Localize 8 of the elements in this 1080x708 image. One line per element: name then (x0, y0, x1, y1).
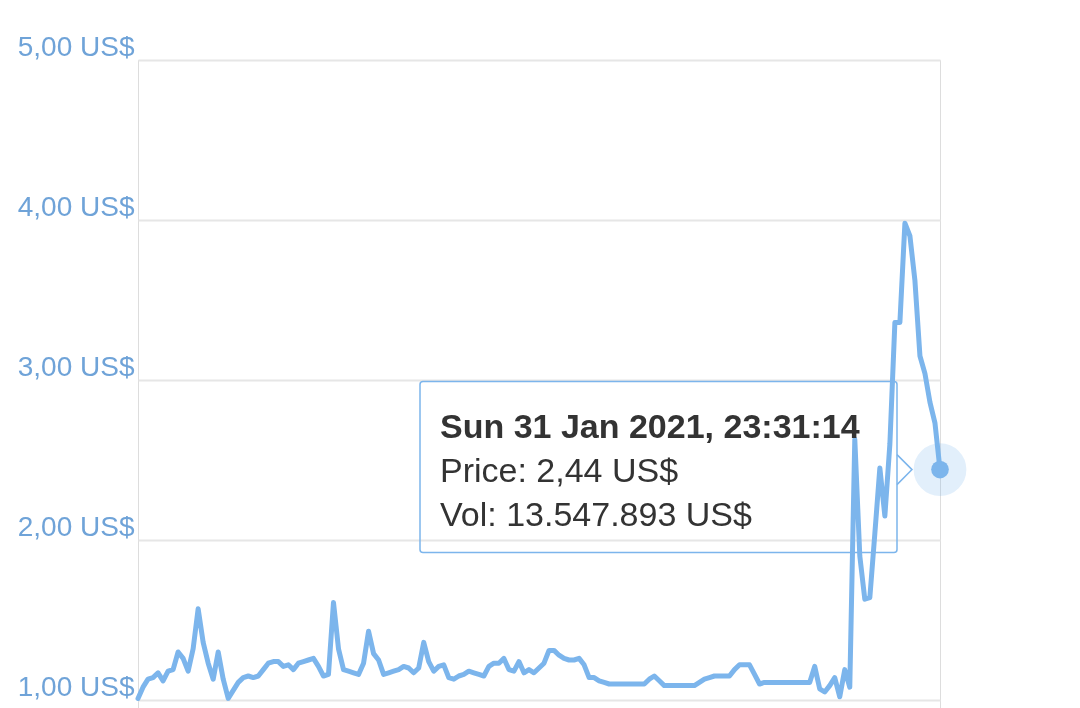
y-tick-label: 4,00 US$ (17, 190, 135, 222)
annotation: Price: 2,44 US$ (440, 450, 679, 489)
y-tick-label: 3,00 US$ (17, 350, 135, 382)
y-tick-label: 5,00 US$ (17, 30, 135, 62)
y-tick-label: 1,00 US$ (17, 670, 135, 702)
annotation: Sun 31 Jan 2021, 23:31:14 (440, 406, 860, 445)
y-tick-label: 2,00 US$ (17, 510, 135, 542)
annotation: Vol: 13.547.893 US$ (440, 494, 752, 533)
